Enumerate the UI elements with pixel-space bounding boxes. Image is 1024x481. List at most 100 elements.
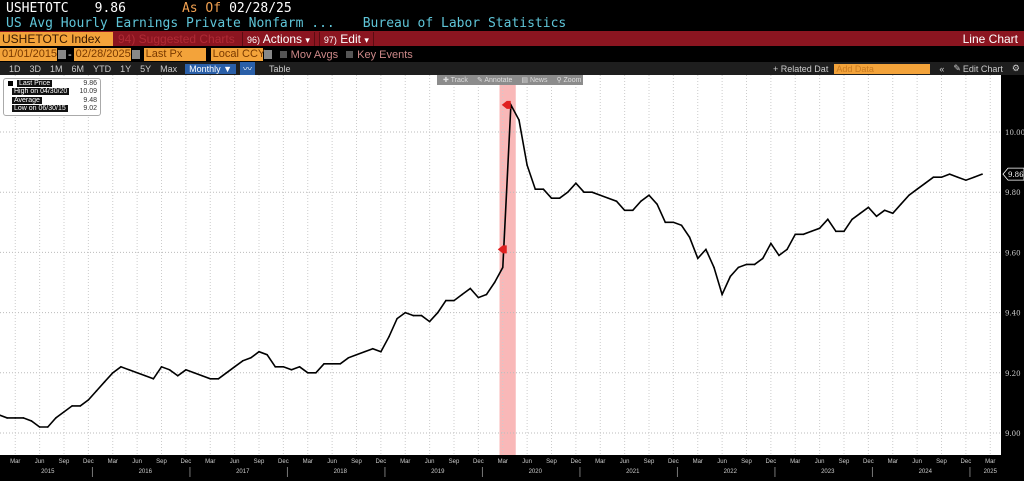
- gear-icon[interactable]: ⚙: [1011, 63, 1020, 73]
- x-tick-label: Jun: [425, 459, 435, 465]
- series-line: [0, 101, 983, 428]
- description-row: US Avg Hourly Earnings Private Nonfarm .…: [0, 15, 1024, 31]
- calendar-icon[interactable]: [58, 50, 66, 59]
- data-point: [623, 209, 626, 212]
- data-point: [363, 350, 366, 353]
- period-ytd[interactable]: YTD: [93, 63, 112, 74]
- data-point: [640, 200, 642, 203]
- data-point: [656, 203, 658, 206]
- data-point: [778, 254, 780, 257]
- data-point: [453, 299, 455, 302]
- dropdown-icon[interactable]: [263, 50, 272, 59]
- end-date-input[interactable]: 02/28/2025: [73, 48, 131, 61]
- news-tool[interactable]: ▤ News: [521, 77, 548, 84]
- data-point: [428, 320, 431, 323]
- data-point: [331, 362, 333, 365]
- zoom-tool[interactable]: ⚲ Zoom: [556, 77, 582, 84]
- security-description: US Avg Hourly Earnings Private Nonfarm .…: [6, 15, 335, 31]
- period-row: 1D 3D 1M 6M YTD 1Y 5Y Max Monthly ▼ 〰 Ta…: [0, 62, 1024, 75]
- legend-swatch: [8, 80, 13, 86]
- data-point: [71, 405, 73, 407]
- edit-chart-button[interactable]: Edit Chart: [962, 63, 1003, 74]
- data-point: [193, 372, 195, 374]
- currency-select[interactable]: Local CCY: [210, 48, 266, 61]
- table-button[interactable]: Table: [269, 63, 291, 74]
- data-point: [469, 287, 472, 290]
- data-point: [924, 182, 927, 184]
- period-5y[interactable]: 5Y: [140, 63, 152, 74]
- x-year-label: 2015: [41, 469, 55, 475]
- line-chart-icon[interactable]: 〰: [240, 62, 256, 75]
- data-point: [298, 365, 301, 368]
- edit-menu[interactable]: 97) Edit ▾: [318, 31, 374, 46]
- data-point: [209, 378, 212, 380]
- data-point: [867, 206, 870, 209]
- frequency-select[interactable]: Monthly ▼: [185, 63, 237, 74]
- x-tick-label: Jun: [522, 459, 532, 465]
- x-tick-label: Mar: [693, 459, 703, 465]
- x-tick-label: Jun: [912, 459, 922, 465]
- data-point: [753, 263, 756, 266]
- security-input[interactable]: USHETOTC Index: [0, 31, 113, 46]
- key-events-checkbox[interactable]: [346, 51, 354, 58]
- related-data-button[interactable]: + Related Dat: [773, 63, 829, 74]
- data-point: [900, 203, 902, 206]
- data-point: [940, 176, 943, 178]
- date-separator: -: [68, 48, 72, 61]
- track-tool[interactable]: ✚ Track: [443, 77, 468, 84]
- data-point: [436, 311, 439, 314]
- period-3d[interactable]: 3D: [29, 63, 42, 74]
- data-point: [144, 375, 147, 377]
- data-point: [851, 218, 853, 221]
- data-point: [201, 375, 203, 377]
- suggested-charts-button[interactable]: 94) Suggested Charts: [118, 31, 235, 46]
- data-point: [30, 420, 33, 422]
- chart-legend[interactable]: Last Price 9.86 High on 04/30/20 10.09 Ave…: [3, 78, 101, 116]
- data-point: [103, 381, 106, 383]
- range-row: 01/01/2015 - 02/28/2025 Last Px Local CC…: [0, 47, 1024, 62]
- add-data-input[interactable]: Add Data: [834, 63, 931, 74]
- x-tick-label: Jun: [815, 459, 825, 465]
- annotation-toolbar: ✚ Track ✎ Annotate ▤ News ⚲ Zoom: [437, 75, 583, 85]
- data-point: [185, 368, 187, 371]
- as-of-label: As Of: [181, 0, 222, 16]
- data-point: [250, 356, 252, 359]
- x-year-label: 2024: [919, 469, 933, 475]
- y-tick-label: 9.60: [1005, 249, 1021, 257]
- actions-label: Actions: [262, 31, 303, 46]
- x-axis-panel: [0, 455, 1024, 481]
- period-1m[interactable]: 1M: [50, 63, 63, 74]
- period-1y[interactable]: 1Y: [120, 63, 132, 74]
- data-point: [120, 365, 122, 368]
- data-point: [46, 426, 49, 428]
- y-tick-label: 9.20: [1005, 370, 1021, 378]
- field-select[interactable]: Last Px: [143, 48, 206, 61]
- x-year-label: 2019: [431, 469, 445, 475]
- data-point: [648, 194, 650, 197]
- data-point: [770, 242, 772, 245]
- calendar-icon[interactable]: [131, 50, 140, 59]
- data-source: Bureau of Labor Statistics: [362, 15, 567, 31]
- x-tick-label: Dec: [181, 459, 192, 465]
- start-date-input[interactable]: 01/01/2015: [0, 48, 58, 61]
- y-tick-label: 9.00: [1005, 430, 1021, 438]
- period-max[interactable]: Max: [160, 63, 178, 74]
- x-tick-label: Sep: [254, 459, 265, 465]
- data-point: [818, 227, 821, 230]
- period-1d[interactable]: 1D: [9, 63, 21, 74]
- mov-avgs-checkbox[interactable]: [279, 51, 287, 58]
- line-chart[interactable]: 9.00 9.20 9.40 9.60 9.80 10.00 Mar Jun Sep Dec Mar…: [0, 75, 1024, 481]
- annotate-tool[interactable]: ✎ Annotate: [476, 77, 513, 84]
- x-tick-label: Sep: [644, 459, 655, 465]
- data-point: [412, 314, 415, 317]
- actions-menu[interactable]: 96) Actions ▾: [242, 31, 315, 46]
- collapse-icon[interactable]: «: [939, 63, 945, 74]
- as-of-date: 02/28/25: [229, 0, 292, 16]
- x-year-label: 2017: [236, 469, 250, 475]
- data-point: [128, 368, 130, 371]
- data-point: [152, 378, 155, 380]
- data-point: [258, 350, 260, 353]
- period-6m[interactable]: 6M: [71, 63, 85, 74]
- x-year-label: 2020: [529, 469, 543, 475]
- data-point: [355, 353, 358, 356]
